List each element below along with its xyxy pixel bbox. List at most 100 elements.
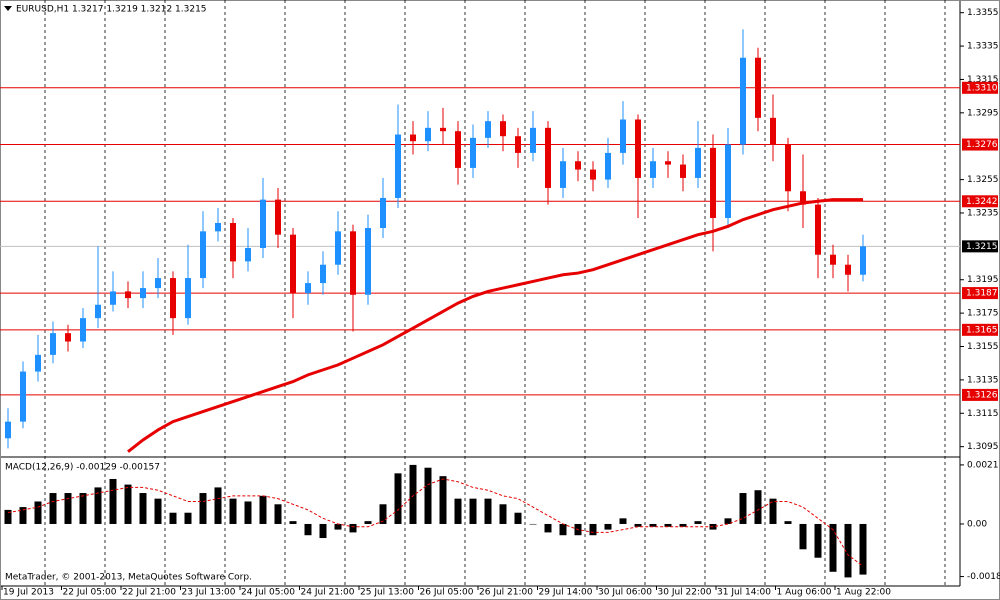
level-label-box [962,323,998,336]
x-tick-label: 26 Jul 21:00 [479,588,533,598]
candle-body [125,291,131,299]
macd-bar [4,509,12,524]
candle-body [860,246,866,275]
candle-body [815,204,821,255]
candle-body [410,134,416,142]
candle-body [395,134,401,198]
candle-body [800,191,806,205]
macd-bar [244,501,252,524]
macd-bar [214,487,222,524]
macd-bar [79,493,87,524]
level-label: 1.3242 [966,197,998,207]
candle-body [155,278,161,289]
x-tick-label: 25 Jul 13:00 [360,588,414,598]
candle-body [530,127,536,153]
candle-body [485,121,491,138]
indicator-title: MACD(12,26,9) -0.00129 -0.00157 [5,463,160,473]
macd-bar [154,498,162,524]
macd-bar [49,493,57,524]
candle-body [665,161,671,165]
candle-body [845,264,851,275]
candle-body [365,228,371,295]
macd-bar [334,523,342,530]
y-tick-label: 1.3135 [967,375,999,385]
candle-body [320,264,326,284]
candle-body [80,318,86,342]
level-label: 1.3165 [966,325,998,335]
macd-bar [169,512,177,524]
x-tick-label: 1 Aug 22:00 [836,588,891,598]
candle-body [230,222,236,262]
macd-bar [844,523,852,578]
macd-bar [274,504,282,524]
macd-bar [184,512,192,524]
candle-body [605,152,611,180]
candle-body [620,119,626,153]
level-label: 1.3276 [966,140,998,150]
y-tick-label: 1.3175 [967,309,999,319]
y-tick-label: 1.3355 [967,8,999,18]
candle-body [350,231,356,295]
candle-body [545,127,551,188]
candle-body [380,197,386,228]
last-price-label: 1.3215 [966,242,998,252]
candle-body [5,421,11,439]
macd-bar [769,498,777,524]
candle-body [695,147,701,178]
macd-bar [379,504,387,524]
macd-bar [19,507,27,524]
y-tick-label: 1.3255 [967,175,999,185]
level-label-box [962,138,998,151]
x-tick-label: 30 Jul 22:00 [658,588,712,598]
macd-bar [199,493,207,524]
candle-body [140,288,146,299]
candle-body [740,57,746,145]
macd-bar [484,498,492,524]
candle-body [590,169,596,180]
candle-body [515,136,521,153]
x-tick-label: 22 Jul 05:00 [63,588,117,598]
x-tick-label: 19 Jul 2013 [3,588,54,598]
y-tick-label: 1.3315 [967,75,999,85]
candle-body [290,234,296,294]
candle-body [560,161,566,188]
y-tick-label: 1.3155 [967,342,999,352]
y-tick-label: 1.3115 [967,409,999,419]
chart-title: EURUSD,H1 1.3217 1.3219 1.3212 1.3215 [16,5,207,15]
y-tick-label: 1.3095 [967,442,999,452]
candle-body [680,164,686,178]
candle-body [440,127,446,132]
macd-bar [139,493,147,524]
y-tick-label: 0.0021 [967,460,999,470]
macd-bar [529,523,537,525]
macd-bar [304,523,312,536]
candle-body [575,161,581,170]
x-tick-label: 31 Jul 14:00 [717,588,771,598]
level-label-box [962,287,998,300]
macd-bar [109,478,117,524]
candle-body [455,131,461,168]
macd-bar [754,490,762,524]
macd-bar [814,523,822,558]
candle-body [830,254,836,265]
level-label: 1.3187 [966,289,998,299]
candle-body [425,127,431,142]
candle-body [65,333,71,342]
y-tick-label: 1.3195 [967,275,999,285]
macd-bar [94,487,102,524]
macd-bar [469,498,477,524]
candle-body [275,199,281,235]
candle-body [245,248,251,262]
macd-bar [349,523,357,533]
candle-body [635,119,641,178]
moving-average [127,198,863,453]
candle-body [35,354,41,372]
candle-body [710,147,716,218]
candle-body [260,199,266,249]
macd-bar [829,523,837,572]
macd-bar [409,464,417,524]
macd-bar [724,518,732,524]
level-label-box [962,388,998,401]
